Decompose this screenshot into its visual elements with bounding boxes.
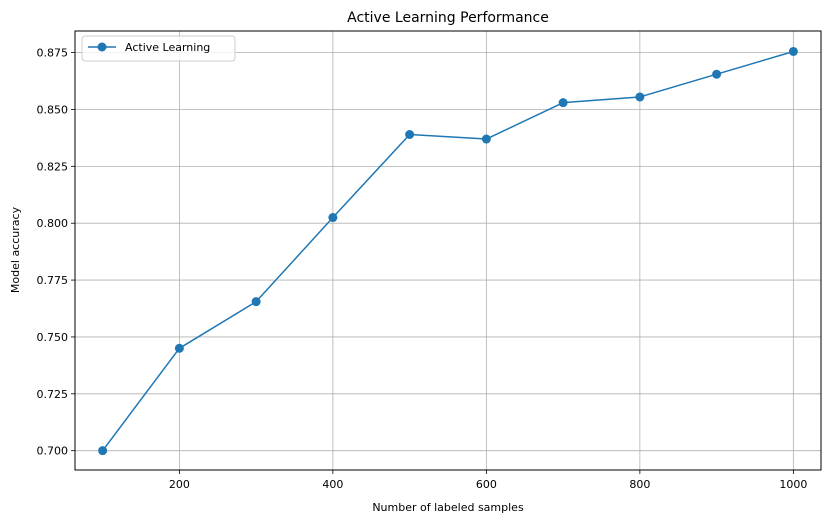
x-tick-label: 200 (169, 478, 190, 491)
plot-frame (74, 30, 822, 471)
series-group (98, 46, 798, 456)
y-tick-label: 0.700 (37, 445, 69, 458)
y-axis: 0.700 0.725 0.750 0.775 0.800 0.825 0.850 0.875 (37, 47, 75, 458)
x-axis: 200 400 600 800 1000 (169, 470, 807, 491)
data-point (788, 46, 798, 56)
x-axis-label: Number of labeled samples (372, 501, 524, 514)
y-tick-label: 0.875 (37, 47, 69, 60)
y-tick-label: 0.750 (37, 331, 69, 344)
legend-box (81, 35, 236, 62)
data-point (481, 134, 491, 144)
series-line (102, 50, 794, 452)
x-tick-label: 400 (322, 478, 343, 491)
y-tick-label: 0.850 (37, 103, 69, 116)
data-point (635, 92, 645, 102)
grid (75, 31, 821, 470)
x-tick-label: 1000 (779, 478, 807, 491)
legend-marker (97, 42, 107, 52)
x-tick-label: 600 (476, 478, 497, 491)
y-tick-label: 0.825 (37, 160, 69, 173)
x-tick-label: 800 (629, 478, 650, 491)
legend-label: Active Learning (125, 41, 210, 54)
data-point (174, 343, 184, 353)
data-point (251, 297, 261, 307)
y-tick-label: 0.800 (37, 217, 69, 230)
data-point (558, 98, 568, 108)
data-point (328, 213, 338, 223)
data-point (405, 129, 415, 139)
legend: Active Learning (81, 35, 236, 62)
data-point (98, 446, 108, 456)
y-tick-label: 0.725 (37, 388, 69, 401)
y-axis-label: Model accuracy (9, 206, 22, 293)
chart-title: Active Learning Performance (347, 10, 549, 26)
y-tick-label: 0.775 (37, 274, 69, 287)
data-point (712, 69, 722, 79)
